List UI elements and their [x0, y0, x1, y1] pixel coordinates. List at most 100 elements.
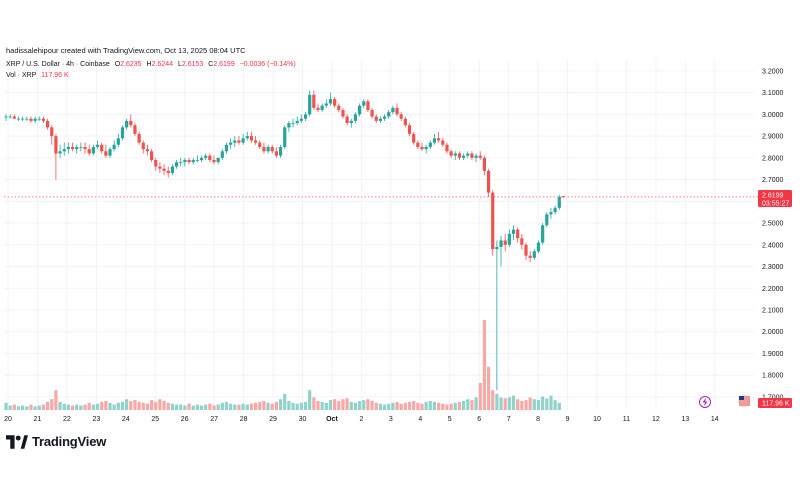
candle-body	[58, 151, 62, 154]
candle-body	[112, 144, 116, 150]
time-tick-label: 11	[623, 416, 630, 423]
candle-body	[216, 157, 220, 163]
volume-bar	[129, 401, 133, 410]
volume-bar	[262, 401, 266, 410]
candle-body	[100, 144, 104, 152]
volume-bar	[437, 402, 441, 410]
candle-body	[374, 116, 378, 121]
candle-body	[491, 192, 495, 250]
candle-body	[541, 225, 545, 243]
change-value: −0.0036 (−0.14%)	[239, 61, 296, 68]
event-bolt	[702, 397, 708, 407]
candle-body	[412, 133, 416, 143]
candle-body	[341, 110, 345, 117]
candle-body	[474, 155, 478, 158]
volume-bar	[87, 402, 91, 410]
low-value: 2.6153	[181, 61, 204, 68]
volume-bar	[141, 402, 145, 410]
candle-body	[162, 168, 166, 171]
volume-bar	[100, 401, 104, 410]
candle-body	[466, 153, 470, 156]
candle-body	[511, 229, 516, 234]
volume-bar	[220, 402, 224, 410]
candle-body	[170, 166, 174, 174]
volume-bar	[278, 399, 283, 410]
tradingview-logo-icon	[6, 434, 28, 449]
volume-bar	[474, 397, 478, 410]
candle-body	[561, 196, 566, 197]
volume-value: 117.96 K	[41, 72, 69, 79]
volume-bar	[362, 400, 366, 410]
candle-body	[104, 151, 108, 156]
volume-bar	[470, 400, 474, 410]
volume-bar	[116, 402, 120, 410]
price-tick-label: 2.8000	[762, 155, 784, 162]
candle-body	[449, 151, 453, 156]
volume-bar	[349, 401, 353, 410]
candle-body	[66, 146, 70, 150]
volume-bar	[125, 399, 129, 410]
time-tick-label: 30	[299, 416, 307, 423]
volume-bar	[345, 398, 349, 410]
candle-body	[46, 120, 50, 128]
high-value: 2.6244	[151, 61, 174, 68]
volume-bar	[179, 404, 183, 410]
volume-bar	[291, 402, 295, 410]
candle-body	[16, 118, 21, 120]
volume-bar	[191, 405, 195, 410]
volume-bar	[445, 404, 449, 410]
candlestick-series	[4, 90, 566, 391]
candle-body	[108, 149, 112, 156]
candle-body	[391, 107, 395, 113]
time-axis[interactable]: 20 21 22 23 24 25 26 27 28 29 30 Oct 2 3 4 5 6 7 8 9 10 11 12 1…	[4, 416, 719, 423]
candle-body	[457, 153, 462, 158]
volume-bar	[233, 404, 237, 410]
volume-bar	[37, 405, 41, 410]
volume-bar	[366, 399, 370, 410]
volume-bar	[507, 397, 511, 410]
candle-body	[116, 138, 120, 145]
volume-bar	[511, 395, 516, 410]
candle-body	[441, 140, 445, 145]
volume-legend[interactable]: Vol · XRP 117.96 K	[6, 72, 69, 79]
volume-bar	[33, 406, 37, 410]
symbol-legend[interactable]: XRP / U.S. Dollar · 4h · Coinbase O2.623…	[6, 61, 296, 68]
volume-bar	[46, 401, 50, 410]
volume-bar	[91, 404, 95, 410]
volume-bar	[162, 401, 166, 410]
volume-bar	[391, 402, 395, 410]
volume-bar	[424, 401, 428, 410]
volume-tag-value: 117.96 K	[762, 401, 790, 408]
candle-body	[358, 105, 362, 115]
candle-body	[137, 133, 141, 143]
candle-body	[245, 136, 249, 139]
time-tick-label: 2	[359, 416, 363, 423]
candle-body	[208, 155, 212, 160]
candle-body	[37, 118, 41, 120]
volume-bar	[482, 320, 486, 410]
candle-body	[70, 146, 75, 150]
volume-bar	[441, 403, 445, 410]
candle-body	[349, 120, 353, 124]
volume-bar	[224, 401, 229, 410]
candle-body	[233, 140, 237, 143]
time-tick-label: 12	[652, 416, 660, 423]
candle-body	[528, 255, 532, 258]
candle-body	[41, 118, 46, 121]
candle-body	[270, 146, 274, 152]
volume-bar	[229, 403, 233, 410]
candle-body	[453, 153, 457, 156]
price-axis[interactable]: 3.20003.10003.00002.90002.80002.70002.60…	[762, 68, 784, 401]
candle-body	[125, 120, 129, 128]
flag-canton	[739, 396, 744, 400]
price-tick-label: 2.5000	[762, 221, 784, 228]
volume-bar	[70, 405, 75, 410]
volume-bar	[212, 405, 216, 410]
candle-body	[166, 170, 170, 174]
candle-body	[403, 118, 407, 126]
price-tick-label: 1.7000	[762, 394, 784, 401]
candle-body	[145, 149, 150, 152]
volume-bar	[295, 403, 299, 410]
